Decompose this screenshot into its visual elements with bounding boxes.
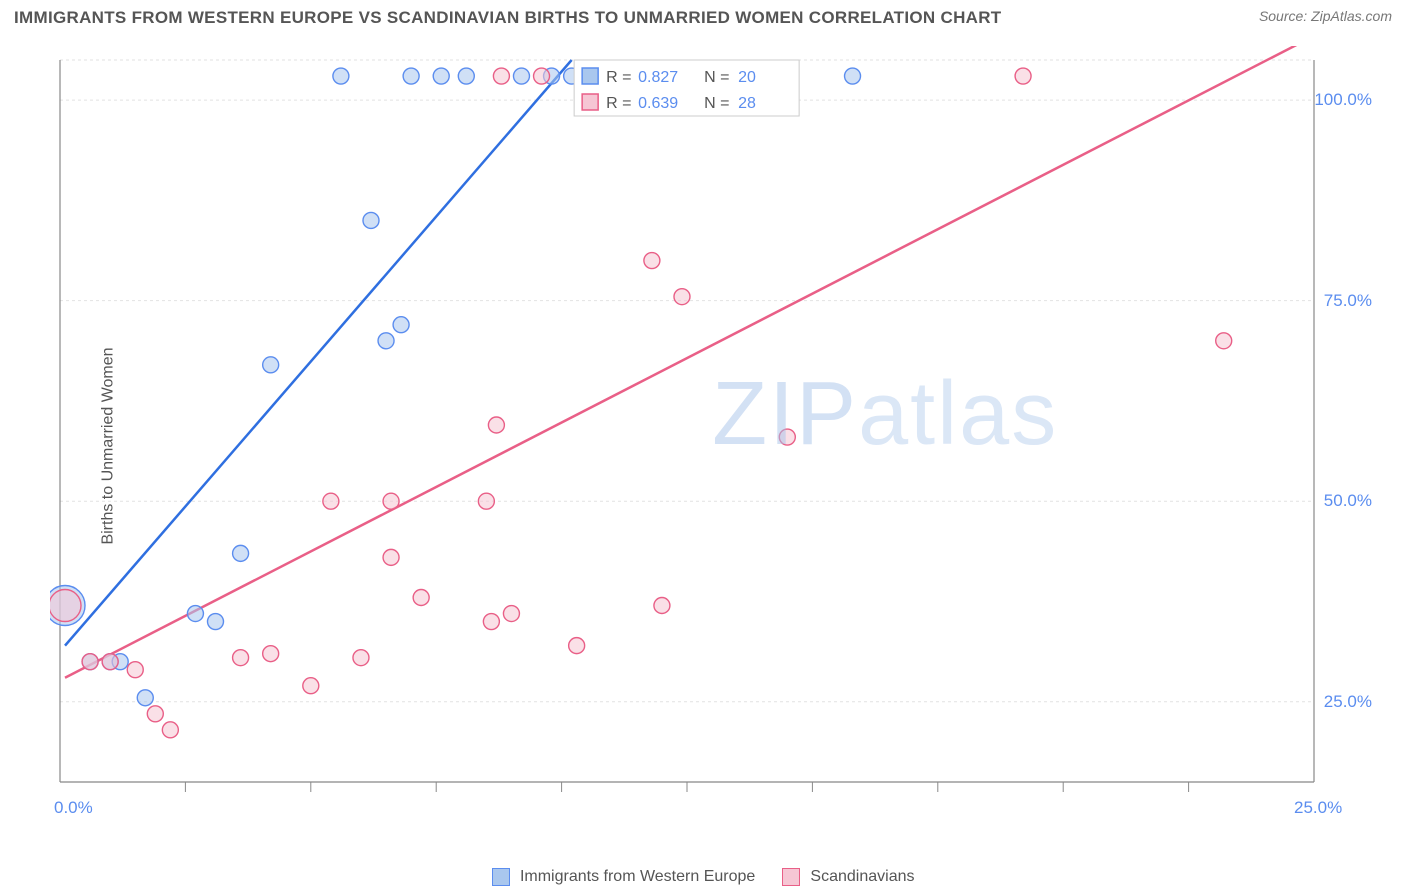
svg-text:R =: R = (606, 95, 631, 112)
bottom-legend: Immigrants from Western Europe Scandinav… (0, 868, 1406, 886)
x-axis-start-label: 0.0% (54, 798, 93, 818)
legend-label-western: Immigrants from Western Europe (520, 868, 755, 885)
y-tick-label: 50.0% (1324, 491, 1372, 511)
svg-text:0.827: 0.827 (638, 69, 678, 86)
y-tick-label: 100.0% (1314, 90, 1372, 110)
svg-text:N =: N = (704, 69, 729, 86)
legend-swatch-western (492, 868, 510, 886)
legend-label-scandinavian: Scandinavians (810, 868, 914, 885)
svg-text:28: 28 (738, 95, 756, 112)
source-attribution: Source: ZipAtlas.com (1259, 8, 1392, 24)
x-axis-end-label: 25.0% (1294, 798, 1342, 818)
scatter-chart: R =0.827N =20R =0.639N =28 ZIPatlas 25.0… (50, 46, 1372, 816)
svg-text:R =: R = (606, 69, 631, 86)
svg-text:20: 20 (738, 69, 756, 86)
svg-text:0.639: 0.639 (638, 95, 678, 112)
y-tick-label: 75.0% (1324, 291, 1372, 311)
chart-title: IMMIGRANTS FROM WESTERN EUROPE VS SCANDI… (14, 8, 1002, 27)
legend-swatch-scandinavian (782, 868, 800, 886)
y-tick-label: 25.0% (1324, 692, 1372, 712)
svg-text:N =: N = (704, 95, 729, 112)
